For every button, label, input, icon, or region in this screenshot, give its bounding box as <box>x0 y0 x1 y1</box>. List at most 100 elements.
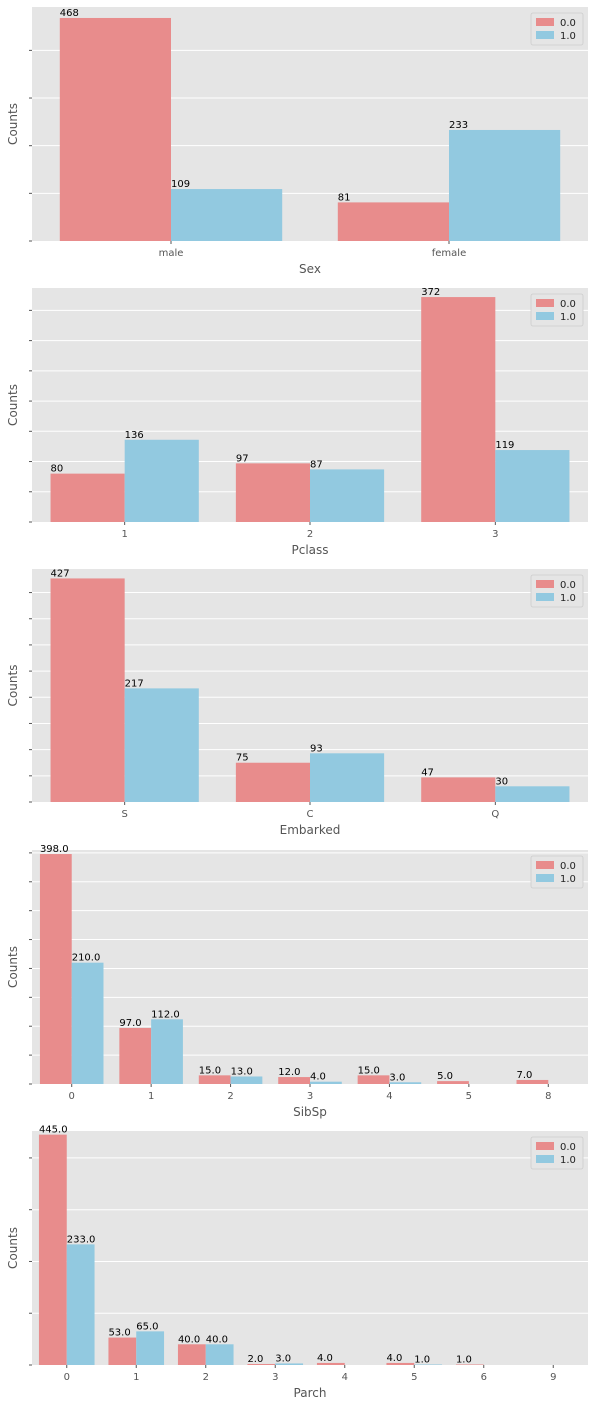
legend: 0.01.0 <box>530 855 584 889</box>
y-axis-label: Counts <box>6 384 20 426</box>
bar <box>235 463 310 522</box>
x-tick-label: 4 <box>386 1091 392 1102</box>
x-tick-label: 5 <box>411 1372 417 1383</box>
x-tick-label: 0 <box>69 1091 75 1102</box>
bar <box>316 1362 345 1365</box>
y-axis-label: Counts <box>6 1227 20 1269</box>
chart-3: 398.097.015.0 12.0 15.05.0 7.0210.0112.013.… <box>6 844 588 1119</box>
bar-value-label: 15.0 <box>199 1065 221 1076</box>
bar-value-label: 210.0 <box>72 953 101 964</box>
bar <box>108 1337 137 1365</box>
bar-value-label: 65.0 <box>136 1321 158 1332</box>
bar-value-label: 1.0 <box>414 1354 430 1365</box>
x-tick-label: 2 <box>307 529 313 540</box>
bar <box>124 439 199 522</box>
legend-label: 0.0 <box>560 580 576 591</box>
legend: 0.01.0 <box>530 12 584 46</box>
x-axis-label: SibSp <box>293 1105 327 1119</box>
bar <box>414 1364 443 1365</box>
bar <box>437 1081 469 1084</box>
bar-value-label: 4.0 <box>317 1353 333 1364</box>
x-axis-label: Pclass <box>291 543 328 557</box>
bar <box>205 1344 234 1365</box>
y-axis-label: Counts <box>6 665 20 707</box>
bar-value-label: 2.0 <box>247 1354 263 1365</box>
bar <box>38 1134 67 1365</box>
x-tick-label: 9 <box>550 1372 556 1383</box>
bar-value-label: 40.0 <box>206 1334 228 1345</box>
bar <box>421 297 496 522</box>
bar <box>421 777 496 802</box>
bar-value-label: 119 <box>495 440 514 451</box>
x-tick-label: 3 <box>492 529 498 540</box>
bar <box>310 469 385 522</box>
x-tick-label: 8 <box>545 1091 551 1102</box>
bar <box>455 1364 484 1365</box>
plot-background <box>32 1131 588 1365</box>
bar-value-label: 445.0 <box>39 1125 68 1136</box>
bar <box>495 786 570 802</box>
bar-value-label: 47 <box>421 767 434 778</box>
x-tick-label: 2 <box>203 1372 209 1383</box>
bar-value-label: 30 <box>495 776 508 787</box>
bar-value-label: 97.0 <box>119 1018 141 1029</box>
bar-value-label: 75 <box>236 753 249 764</box>
bar <box>337 202 449 241</box>
bar <box>151 1019 183 1084</box>
legend-label: 0.0 <box>560 1142 576 1153</box>
bar-value-label: 112.0 <box>151 1009 180 1020</box>
bar <box>310 1081 342 1084</box>
legend-swatch <box>536 593 554 601</box>
x-tick-label: 6 <box>481 1372 487 1383</box>
x-tick-label: Q <box>491 809 499 820</box>
bar-value-label: 5.0 <box>437 1071 453 1082</box>
bar <box>386 1362 415 1365</box>
legend-label: 0.0 <box>560 861 576 872</box>
bar-value-label: 1.0 <box>456 1354 472 1365</box>
bar-value-label: 40.0 <box>178 1334 200 1345</box>
x-axis-label: Sex <box>299 262 321 276</box>
x-tick-label: 1 <box>121 529 127 540</box>
bar-value-label: 12.0 <box>278 1067 300 1078</box>
bar-value-label: 15.0 <box>358 1065 380 1076</box>
x-axis-label: Embarked <box>280 823 341 837</box>
legend-swatch <box>536 861 554 869</box>
bar <box>247 1363 276 1365</box>
bar-value-label: 13.0 <box>231 1066 253 1077</box>
x-axis-label: Parch <box>294 1386 327 1400</box>
bar <box>357 1075 390 1084</box>
bar-value-label: 7.0 <box>517 1070 533 1081</box>
bar-value-label: 398.0 <box>40 844 69 855</box>
bar-value-label: 468 <box>60 8 79 19</box>
x-tick-label: 1 <box>148 1091 154 1102</box>
legend-label: 1.0 <box>560 1155 576 1166</box>
bar <box>50 578 125 802</box>
bar-value-label: 80 <box>51 464 64 475</box>
bar <box>310 753 385 802</box>
bar <box>50 473 125 522</box>
legend: 0.01.0 <box>530 293 584 327</box>
legend-swatch <box>536 1142 554 1150</box>
bar-value-label: 87 <box>310 459 323 470</box>
bar <box>124 688 199 802</box>
bar-value-label: 4.0 <box>310 1072 326 1083</box>
bar-value-label: 4.0 <box>386 1353 402 1364</box>
legend-label: 1.0 <box>560 312 576 323</box>
chart-4: 445.053.040.02.0 4.0 4.0 1.0233.065.040.03.… <box>6 1125 588 1400</box>
bar <box>275 1363 304 1365</box>
x-tick-label: male <box>159 248 184 259</box>
legend-swatch <box>536 312 554 320</box>
legend-swatch <box>536 299 554 307</box>
bar-value-label: 217 <box>125 678 144 689</box>
x-tick-label: 2 <box>227 1091 233 1102</box>
bar <box>495 450 570 522</box>
bar-value-label: 53.0 <box>108 1328 130 1339</box>
y-axis-label: Counts <box>6 103 20 145</box>
bar-value-label: 109 <box>171 179 190 190</box>
bar <box>516 1079 549 1084</box>
x-tick-label: S <box>121 809 127 820</box>
x-tick-label: female <box>432 248 466 259</box>
x-tick-label: 0 <box>64 1372 70 1383</box>
